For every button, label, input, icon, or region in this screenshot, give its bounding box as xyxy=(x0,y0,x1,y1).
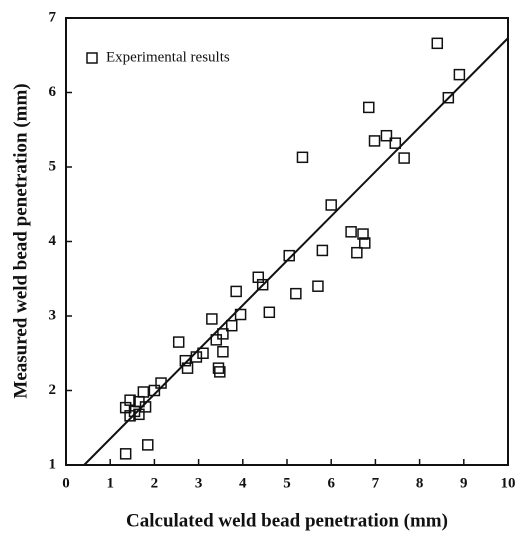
y-axis-label: Measured weld bead penetration (mm) xyxy=(10,83,31,398)
data-point xyxy=(217,346,229,358)
data-point xyxy=(124,410,136,422)
data-point xyxy=(325,199,337,211)
data-point xyxy=(212,362,225,374)
data-point xyxy=(283,249,295,262)
x-tick-label: 4 xyxy=(239,475,247,491)
data-point xyxy=(296,151,309,164)
data-point xyxy=(368,135,381,147)
data-point xyxy=(363,101,375,114)
x-tick-label: 9 xyxy=(460,475,468,491)
data-point xyxy=(230,285,242,298)
legend-marker xyxy=(86,52,98,64)
y-tick-label: 7 xyxy=(49,9,57,25)
data-point xyxy=(398,152,410,164)
data-point xyxy=(217,328,229,340)
y-tick-label: 4 xyxy=(49,233,57,249)
x-tick-label: 8 xyxy=(416,475,424,491)
data-point xyxy=(263,306,276,319)
x-tick-label: 5 xyxy=(283,475,291,491)
data-point xyxy=(290,287,302,300)
data-point xyxy=(206,313,218,325)
data-point xyxy=(380,129,393,142)
x-tick-label: 2 xyxy=(151,475,159,491)
data-point xyxy=(181,362,194,374)
x-tick-label: 10 xyxy=(501,475,516,491)
x-tick-label: 3 xyxy=(195,475,203,491)
data-point xyxy=(172,336,185,348)
y-tick-label: 3 xyxy=(49,307,57,323)
data-point xyxy=(351,246,363,259)
x-tick-label: 6 xyxy=(327,475,335,491)
data-point xyxy=(214,366,226,378)
data-point xyxy=(133,408,145,421)
data-point xyxy=(139,401,152,413)
data-point xyxy=(431,37,444,50)
data-point xyxy=(142,439,154,451)
data-point xyxy=(316,244,329,257)
data-point xyxy=(442,91,455,104)
x-axis-label: Calculated weld bead penetration (mm) xyxy=(126,510,448,531)
data-point xyxy=(453,68,466,81)
data-point xyxy=(197,347,209,359)
data-point xyxy=(357,228,369,240)
data-point xyxy=(148,384,161,397)
y-tick-label: 6 xyxy=(49,84,57,100)
data-point xyxy=(312,280,324,292)
data-point xyxy=(359,237,371,249)
data-point xyxy=(226,319,238,332)
legend-label: Experimental results xyxy=(106,49,230,65)
data-point xyxy=(234,308,247,321)
x-tick-label: 7 xyxy=(372,475,380,491)
data-point xyxy=(119,448,132,460)
data-point xyxy=(210,334,223,346)
x-tick-label: 1 xyxy=(106,475,114,491)
data-point xyxy=(179,354,192,367)
data-point xyxy=(155,377,167,389)
data-point xyxy=(190,351,203,363)
data-point xyxy=(256,278,269,291)
data-point xyxy=(345,226,357,238)
data-point xyxy=(389,137,402,149)
plot-frame xyxy=(65,17,509,466)
x-tick-label: 0 xyxy=(62,475,70,491)
fit-line xyxy=(83,37,509,466)
data-point xyxy=(137,386,150,398)
y-tick-label: 5 xyxy=(49,158,57,174)
y-tick-label: 1 xyxy=(49,456,57,472)
y-tick-label: 2 xyxy=(49,382,57,398)
